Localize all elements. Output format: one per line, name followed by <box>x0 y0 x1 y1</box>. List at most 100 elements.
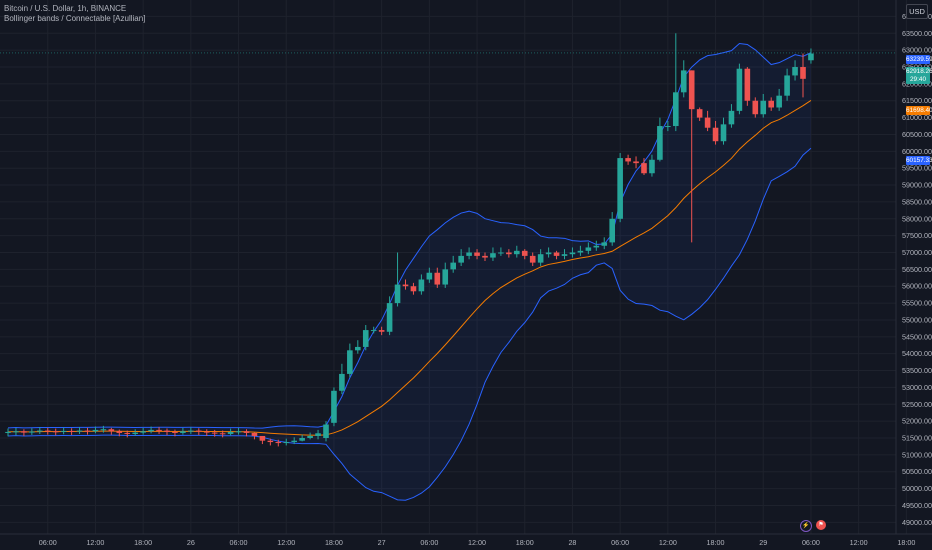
candle-body <box>649 159 655 174</box>
candle-body <box>188 430 194 432</box>
candle-body <box>442 269 449 285</box>
candle-body <box>744 68 751 101</box>
candle-body <box>760 100 767 115</box>
candle-body <box>545 252 552 255</box>
price-tick-label: 59500.00 <box>902 164 932 173</box>
candle-body <box>180 431 186 433</box>
price-tick-label: 53000.00 <box>902 383 932 392</box>
time-tick-label: 12:00 <box>468 538 486 547</box>
price-tick-label: 55500.00 <box>902 299 932 308</box>
candle-body <box>13 431 19 433</box>
time-tick-label: 12:00 <box>277 538 295 547</box>
candle-body <box>577 250 584 253</box>
candle-body <box>657 126 663 160</box>
price-tick-label: 51000.00 <box>902 450 932 459</box>
time-tick-label: 18:00 <box>325 538 343 547</box>
candle-body <box>784 75 790 96</box>
price-tick-label: 61500.00 <box>902 96 932 105</box>
price-tick-label: 50000.00 <box>902 484 932 493</box>
candle-body <box>418 279 425 292</box>
price-tick-label: 54000.00 <box>902 349 932 358</box>
price-tick-label: 56500.00 <box>902 265 932 274</box>
candle-body <box>92 429 99 432</box>
price-tick-label: 57000.00 <box>902 248 932 257</box>
candle-body <box>68 430 75 432</box>
candle-body <box>426 272 433 280</box>
candle-body <box>307 435 313 438</box>
price-tick-label: 59000.00 <box>902 181 932 190</box>
price-tick-label: 49500.00 <box>902 501 932 510</box>
candle-body <box>378 330 385 332</box>
candle-body <box>211 432 218 434</box>
candles <box>5 33 814 447</box>
candle-body <box>339 373 345 391</box>
candle-body <box>466 252 472 256</box>
candle-body <box>712 127 719 142</box>
price-tick-label: 55000.00 <box>902 315 932 324</box>
candle-body <box>625 158 631 162</box>
candle-body <box>680 70 687 93</box>
candle-body <box>37 430 43 432</box>
candle-body <box>569 252 576 255</box>
candle-body <box>100 429 107 431</box>
candle-body <box>315 433 321 436</box>
candle-body <box>792 67 798 76</box>
price-tick-label: 58500.00 <box>902 197 932 206</box>
candle-body <box>593 245 600 248</box>
time-tick-label: 18:00 <box>707 538 725 547</box>
time-tick-label: 06:00 <box>230 538 248 547</box>
time-tick-label: 18:00 <box>134 538 152 547</box>
time-tick-label: 18:00 <box>897 538 915 547</box>
candle-body <box>688 70 695 110</box>
indicator-title[interactable]: Bollinger bands / Connectable [Azullian] <box>4 14 146 23</box>
candle-body <box>60 430 67 432</box>
candle-body <box>44 430 51 432</box>
upper-band-tag: 63239.59 <box>906 55 932 64</box>
candle-body <box>386 303 393 332</box>
candle-body <box>529 255 536 263</box>
symbol-title[interactable]: Bitcoin / U.S. Dollar, 1h, BINANCE <box>4 4 127 13</box>
candle-body <box>116 431 123 433</box>
candle-body <box>259 435 266 441</box>
price-tick-label: 56000.00 <box>902 282 932 291</box>
price-tick-label: 49000.00 <box>902 518 932 527</box>
time-tick-label: 27 <box>378 538 386 547</box>
time-tick-label: 28 <box>568 538 576 547</box>
price-tick-label: 50500.00 <box>902 467 932 476</box>
candle-body <box>641 163 647 174</box>
candle-body <box>52 431 59 433</box>
candle-body <box>474 252 480 256</box>
candle-body <box>203 431 210 433</box>
candle-body <box>450 262 456 270</box>
candle-body <box>482 255 488 258</box>
candle-body <box>601 242 608 246</box>
price-tick-label: 54500.00 <box>902 332 932 341</box>
lightning-icon[interactable]: ⚡ <box>800 520 812 532</box>
candle-body <box>553 252 560 256</box>
time-tick-label: 06:00 <box>611 538 629 547</box>
candle-body <box>490 253 496 258</box>
price-tick-label: 60000.00 <box>902 147 932 156</box>
time-tick-label: 18:00 <box>516 538 534 547</box>
candle-body <box>617 158 623 219</box>
candle-body <box>394 284 401 304</box>
price-tick-label: 52500.00 <box>902 400 932 409</box>
candle-body <box>140 431 146 433</box>
candle-body <box>410 286 417 292</box>
candle-body <box>283 442 290 444</box>
candle-body <box>235 431 242 433</box>
price-tick-label: 51500.00 <box>902 434 932 443</box>
candle-body <box>673 92 679 127</box>
time-axis[interactable]: 06:00 12:00 18:00 26 06:00 12:00 18:00 27 06:00 1… <box>39 538 932 547</box>
currency-button[interactable]: USD <box>906 4 928 19</box>
time-tick-label: 06:00 <box>39 538 57 547</box>
candle-body <box>752 100 759 115</box>
candle-body <box>585 247 592 251</box>
candle-body <box>561 254 568 256</box>
candle-body <box>720 124 727 142</box>
flag-icon[interactable]: ⚑ <box>816 520 826 530</box>
time-tick-label: 12:00 <box>850 538 868 547</box>
candle-body <box>132 432 138 434</box>
